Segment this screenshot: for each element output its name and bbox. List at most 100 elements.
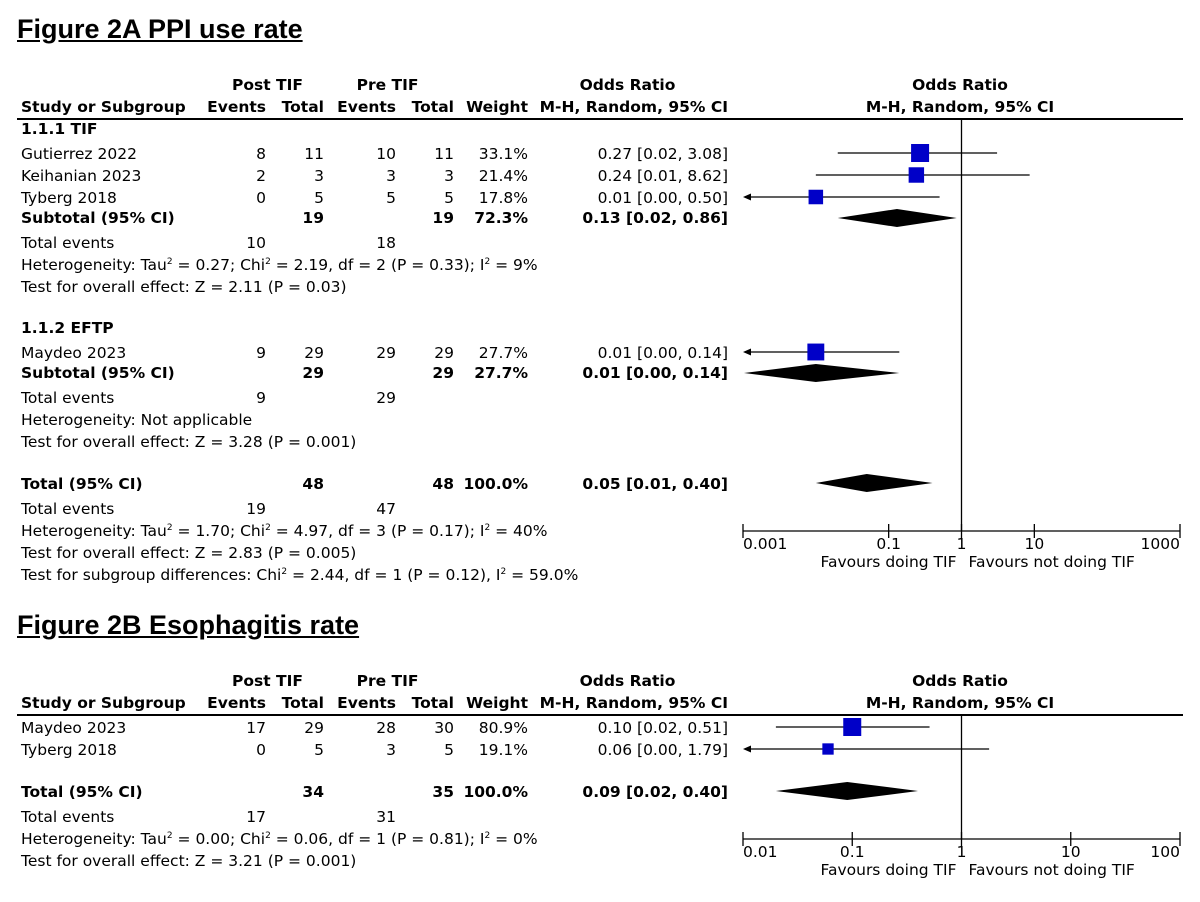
group2-header: Pre TIF xyxy=(356,76,419,94)
total-pre: 48 xyxy=(432,475,454,493)
subtotal-or-ci: 0.01 [0.00, 0.14] xyxy=(582,364,728,382)
events-post: 17 xyxy=(246,719,266,737)
total-post: 5 xyxy=(314,189,324,207)
or-ci-value: 0.06 [0.00, 1.79] xyxy=(597,741,728,759)
favours-left-label: Favours doing TIF xyxy=(820,553,956,571)
weight-col-header: Weight xyxy=(466,98,528,116)
events2-col-header: Events xyxy=(337,98,396,116)
study-name: Maydeo 2023 xyxy=(21,344,127,362)
group1-header: Post TIF xyxy=(232,672,303,690)
subtotal-weight: 27.7% xyxy=(474,364,528,382)
events-pre: 28 xyxy=(376,719,396,737)
plot-method-header: M-H, Random, 95% CI xyxy=(865,694,1055,712)
study-name: Gutierrez 2022 xyxy=(21,145,137,163)
tick-label: 0.1 xyxy=(876,535,901,553)
weight-value: 19.1% xyxy=(478,741,528,759)
total-pre: 30 xyxy=(434,719,454,737)
subtotal-pre: 29 xyxy=(432,364,454,382)
or-ci-value: 0.24 [0.01, 8.62] xyxy=(597,167,728,185)
method-col-header: M-H, Random, 95% CI xyxy=(539,98,728,116)
study-col-header: Study or Subgroup xyxy=(21,98,186,116)
ci-arrow xyxy=(743,745,751,753)
subtotal-weight: 72.3% xyxy=(474,209,528,227)
total-events-label: Total events xyxy=(21,389,115,407)
total2-col-header: Total xyxy=(411,694,454,712)
total-events-post: 10 xyxy=(246,234,266,252)
heterogeneity-text: Heterogeneity: Tau2 = 0.00; Chi2 = 0.06,… xyxy=(21,830,538,848)
heterogeneity-text: Heterogeneity: Not applicable xyxy=(21,411,253,429)
group2-header: Pre TIF xyxy=(356,672,419,690)
favours-right-label: Favours not doing TIF xyxy=(969,553,1135,571)
events-pre: 29 xyxy=(376,344,396,362)
group1-header: Post TIF xyxy=(232,76,303,94)
study-name: Maydeo 2023 xyxy=(21,719,127,737)
events-post: 9 xyxy=(256,344,266,362)
events-post: 0 xyxy=(256,741,266,759)
subtotal-or-ci: 0.13 [0.02, 0.86] xyxy=(582,209,728,227)
study-square xyxy=(908,167,925,183)
total-pre: 35 xyxy=(432,783,454,801)
tick-label: 10 xyxy=(1061,843,1081,861)
events2-col-header: Events xyxy=(337,694,396,712)
events-post: 0 xyxy=(256,189,266,207)
tick-label: 0.1 xyxy=(840,843,865,861)
tick-label: 1 xyxy=(957,535,967,553)
study-col-header: Study or Subgroup xyxy=(21,694,186,712)
events1-col-header: Events xyxy=(207,694,266,712)
total-pre: 5 xyxy=(444,189,454,207)
total-events-label: Total events xyxy=(21,234,115,252)
study-name: Keihanian 2023 xyxy=(21,167,142,185)
tick-label: 1 xyxy=(957,843,967,861)
total-post: 48 xyxy=(302,475,324,493)
total-diamond xyxy=(775,782,919,800)
total-pre: 29 xyxy=(434,344,454,362)
total-events-pre: 47 xyxy=(376,500,396,518)
study-square xyxy=(808,189,824,205)
or-ci-value: 0.01 [0.00, 0.14] xyxy=(597,344,728,362)
tick-label: 100 xyxy=(1150,843,1180,861)
study-square xyxy=(807,343,825,361)
subtotal-post: 29 xyxy=(302,364,324,382)
plot-title: Odds Ratio xyxy=(912,76,1008,94)
total-or-ci: 0.09 [0.02, 0.40] xyxy=(582,783,728,801)
study-square xyxy=(843,718,862,736)
total-events-post: 17 xyxy=(246,808,266,826)
weight-value: 27.7% xyxy=(478,344,528,362)
ci-arrow xyxy=(743,348,751,356)
total-pre: 3 xyxy=(444,167,454,185)
subgroup-label: 1.1.1 TIF xyxy=(21,120,98,138)
events-pre: 3 xyxy=(386,167,396,185)
or-ci-value: 0.01 [0.00, 0.50] xyxy=(597,189,728,207)
or-header: Odds Ratio xyxy=(579,76,676,94)
header-rule xyxy=(17,714,1183,716)
total-events-post: 19 xyxy=(246,500,266,518)
weight-value: 21.4% xyxy=(478,167,528,185)
total-events-pre: 31 xyxy=(376,808,396,826)
total1-col-header: Total xyxy=(281,98,324,116)
or-ci-value: 0.27 [0.02, 3.08] xyxy=(597,145,728,163)
total-diamond xyxy=(815,474,933,492)
or-header: Odds Ratio xyxy=(579,672,676,690)
events-pre: 3 xyxy=(386,741,396,759)
subtotal-label: Subtotal (95% CI) xyxy=(21,364,175,382)
favours-right-label: Favours not doing TIF xyxy=(969,861,1135,879)
subtotal-diamond xyxy=(837,209,957,227)
total-post: 5 xyxy=(314,741,324,759)
weight-value: 33.1% xyxy=(478,145,528,163)
overall-effect-text: Test for overall effect: Z = 3.21 (P = 0… xyxy=(21,852,357,870)
subtotal-label: Subtotal (95% CI) xyxy=(21,209,175,227)
subtotal-post: 19 xyxy=(302,209,324,227)
weight-value: 17.8% xyxy=(478,189,528,207)
subgroup-label: 1.1.2 EFTP xyxy=(21,319,114,337)
figure-2a-title: Figure 2A PPI use rate xyxy=(17,14,303,44)
tick-label: 0.01 xyxy=(743,843,778,861)
total-post: 29 xyxy=(304,344,324,362)
favours-left-label: Favours doing TIF xyxy=(820,861,956,879)
total1-col-header: Total xyxy=(281,694,324,712)
subtotal-diamond xyxy=(744,364,900,382)
total-events-pre: 18 xyxy=(376,234,396,252)
tick-label: 0.001 xyxy=(743,535,787,553)
weight-col-header: Weight xyxy=(466,694,528,712)
total-label: Total (95% CI) xyxy=(21,783,143,801)
